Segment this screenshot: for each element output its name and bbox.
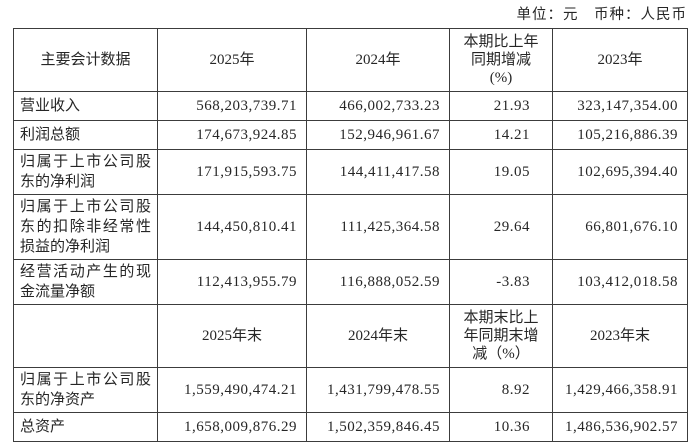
value-2023: 102,695,394.40 [552,149,688,195]
value-2024-end: 1,502,359,846.45 [306,412,450,442]
row-label: 归属于上市公司股东的净资产 [13,367,158,413]
header-empty-cell [13,304,158,368]
value-change-end: 8.92 [449,367,553,413]
table-header-period-end: 2025年末 2024年末 本期末比上 年同期末增 减（%） 2023年末 [13,304,688,368]
key-accounting-data-table: 主要会计数据 2025年 2024年 本期比上年 同期增减 (%) 2023年 … [13,28,688,442]
row-label: 归属于上市公司股东的净利润 [13,149,158,195]
column-header-2023-end: 2023年末 [552,304,688,368]
value-2024: 116,888,052.59 [306,259,450,305]
value-2023-end: 1,429,466,358.91 [552,367,688,413]
table-row-net-profit-excl-nonrecurring: 归属于上市公司股东的扣除非经常性损益的净利润 144,450,810.41 11… [13,194,688,260]
value-change: 14.21 [449,120,553,150]
table-row-total-profit: 利润总额 174,673,924.85 152,946,961.67 14.21… [13,120,688,150]
value-2025: 568,203,739.71 [157,91,307,121]
value-2025: 171,915,593.75 [157,149,307,195]
value-2024: 152,946,961.67 [306,120,450,150]
value-2025-end: 1,658,009,876.29 [157,412,307,442]
value-2023: 323,147,354.00 [552,91,688,121]
value-2024: 111,425,364.58 [306,194,450,260]
value-change: 29.64 [449,194,553,260]
table-row-net-assets-attributable: 归属于上市公司股东的净资产 1,559,490,474.21 1,431,799… [13,367,688,413]
column-header-2024: 2024年 [306,28,450,92]
row-label: 归属于上市公司股东的扣除非经常性损益的净利润 [13,194,158,260]
column-header-change-end: 本期末比上 年同期末增 减（%） [449,304,553,368]
value-change: 21.93 [449,91,553,121]
column-header-2023: 2023年 [552,28,688,92]
value-change: 19.05 [449,149,553,195]
column-header-2025-end: 2025年末 [157,304,307,368]
value-2025: 174,673,924.85 [157,120,307,150]
row-label: 利润总额 [13,120,158,150]
row-label: 总资产 [13,412,158,442]
value-2023-end: 1,486,536,902.57 [552,412,688,442]
value-2024: 144,411,417.58 [306,149,450,195]
column-header-2025: 2025年 [157,28,307,92]
unit-currency-note: 单位：元 币种：人民币 [516,7,687,23]
column-header-main-data: 主要会计数据 [13,28,158,92]
column-header-change: 本期比上年 同期增减 (%) [449,28,553,92]
row-label: 营业收入 [13,91,158,121]
value-2025-end: 1,559,490,474.21 [157,367,307,413]
row-label: 经营活动产生的现金流量净额 [13,259,158,305]
table-header-period: 主要会计数据 2025年 2024年 本期比上年 同期增减 (%) 2023年 [13,28,688,92]
column-header-2024-end: 2024年末 [306,304,450,368]
table-row-total-assets: 总资产 1,658,009,876.29 1,502,359,846.45 10… [13,412,688,442]
value-change: -3.83 [449,259,553,305]
table-row-operating-revenue: 营业收入 568,203,739.71 466,002,733.23 21.93… [13,91,688,121]
value-2023: 105,216,886.39 [552,120,688,150]
value-2023: 103,412,018.58 [552,259,688,305]
value-2023: 66,801,676.10 [552,194,688,260]
value-change-end: 10.36 [449,412,553,442]
value-2025: 112,413,955.79 [157,259,307,305]
value-2024-end: 1,431,799,478.55 [306,367,450,413]
value-2025: 144,450,810.41 [157,194,307,260]
table-row-operating-cash-flow: 经营活动产生的现金流量净额 112,413,955.79 116,888,052… [13,259,688,305]
value-2024: 466,002,733.23 [306,91,450,121]
table-row-net-profit-attributable: 归属于上市公司股东的净利润 171,915,593.75 144,411,417… [13,149,688,195]
